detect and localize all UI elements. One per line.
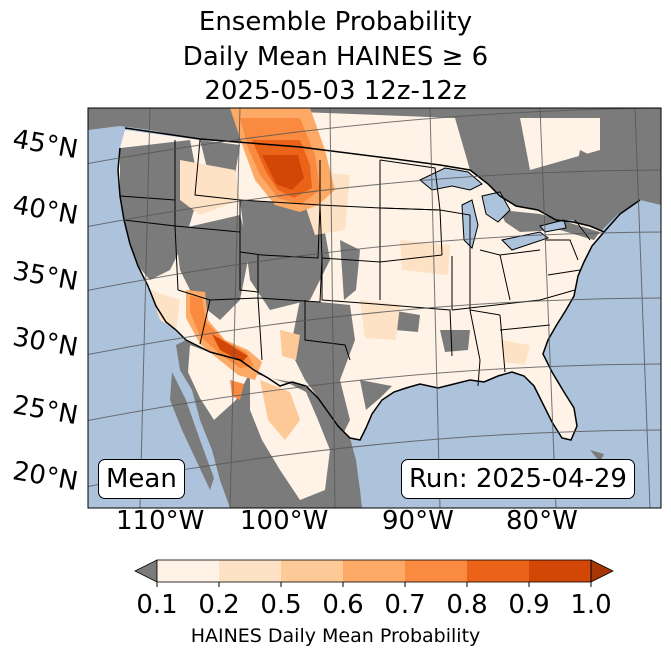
colorbar-tick-0.8: 0.8: [446, 590, 488, 620]
colorbar-bin: [219, 560, 281, 582]
conus-coast: [117, 147, 605, 441]
us-mexico-border: [185, 339, 293, 387]
colorbar-bin: [529, 560, 591, 582]
colorbar-bin: [157, 560, 219, 582]
run-label-box: Run: 2025-04-29: [401, 459, 635, 499]
colorbar-tick-0.5: 0.5: [260, 590, 302, 620]
lon-label-110w: 110°W: [116, 506, 205, 536]
colorbar-tick-0.9: 0.9: [508, 590, 550, 620]
colorbar-tick-1.0: 1.0: [570, 590, 612, 620]
colorbar-tick-0.2: 0.2: [198, 590, 240, 620]
colorbar-tick-0.6: 0.6: [322, 590, 364, 620]
colorbar: [134, 559, 614, 587]
colorbar-bin: [343, 560, 405, 582]
colorbar-tick-0.7: 0.7: [384, 590, 426, 620]
lon-label-90w: 90°W: [382, 506, 454, 536]
canada-land: [88, 108, 661, 232]
colorbar-over-triangle: [590, 559, 614, 583]
colorbar-bin: [405, 560, 467, 582]
colorbar-bin: [467, 560, 529, 582]
lon-label-80w: 80°W: [506, 506, 578, 536]
colorbar-tick-0.1: 0.1: [136, 590, 178, 620]
lon-label-100w: 100°W: [240, 506, 329, 536]
title-line-2: Daily Mean HAINES ≥ 6: [182, 42, 489, 72]
title-line-1: Ensemble Probability: [198, 7, 473, 37]
colorbar-frame: [156, 559, 592, 583]
colorbar-bin: [281, 560, 343, 582]
colorbar-under-triangle: [134, 559, 158, 583]
title-line-3: 2025-05-03 12z-12z: [204, 76, 467, 106]
stat-label-box: Mean: [98, 459, 185, 499]
us-canada-border: [124, 127, 641, 233]
colorbar-label: HAINES Daily Mean Probability: [190, 625, 481, 647]
